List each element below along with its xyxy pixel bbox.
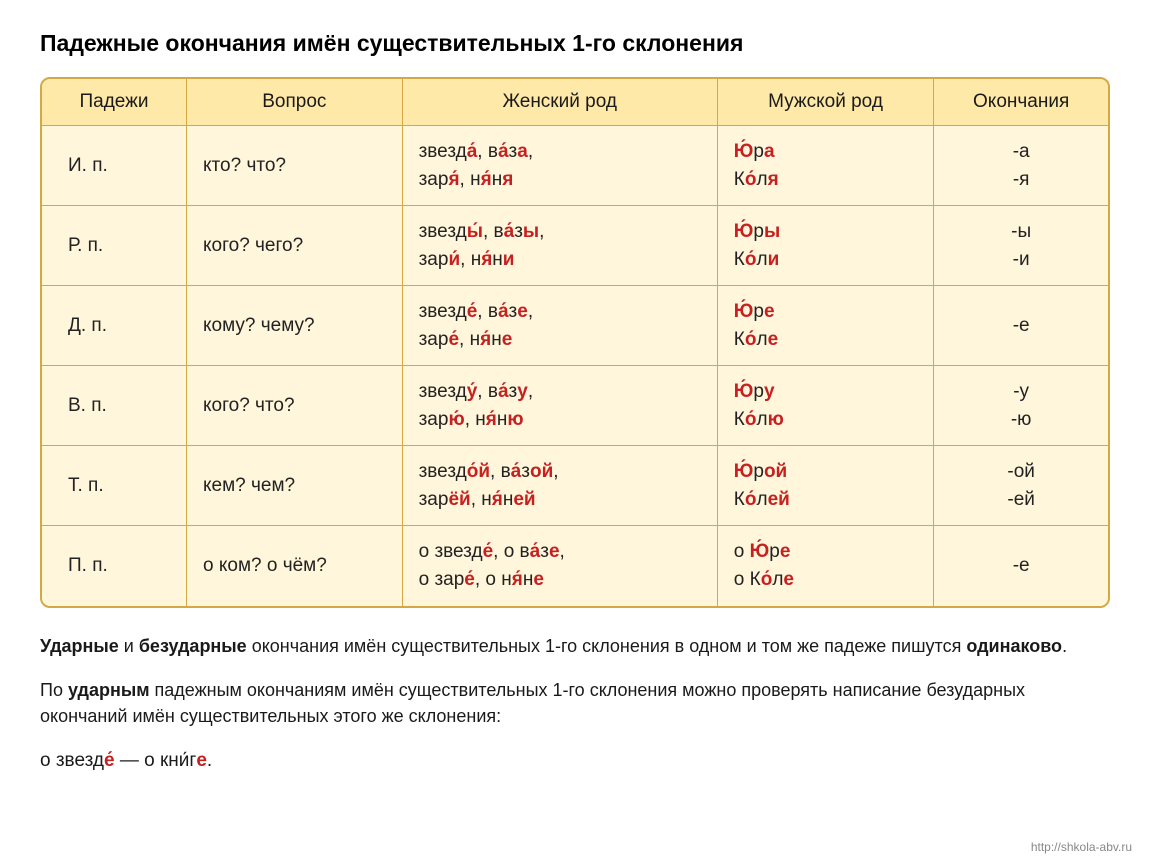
note-text: и [119,636,139,656]
page-title: Падежные окончания имён существительных … [40,30,1110,57]
example-text: и́ [179,750,190,771]
cell-case: П. п. [42,526,187,606]
cell-masculine: Ю́раКо́ля [717,126,934,206]
cell-case: В. п. [42,366,187,446]
cell-endings: -е [934,286,1108,366]
table-row: Р. п.кого? чего?звезды́, ва́зы,зари́, ня… [42,206,1108,286]
header-row: Падежи Вопрос Женский род Мужской род Ок… [42,79,1108,126]
example-ending: е [196,750,207,771]
example-text: . [207,750,212,771]
cell-masculine: Ю́руКо́лю [717,366,934,446]
col-case-header: Падежи [42,79,187,126]
note-text: окончания имён существительных 1-го скло… [247,636,967,656]
example-line: о звезде́ — о кни́ге. [40,747,1110,775]
note-text: безударные [139,636,247,656]
note-text: одинаково [966,636,1062,656]
note-2: По ударным падежным окончаниям имён суще… [40,677,1110,729]
cell-masculine: о Ю́рео Ко́ле [717,526,934,606]
cell-question: кто? что? [187,126,403,206]
watermark-url: http://shkola-abv.ru [1031,840,1132,854]
cell-feminine: звезду́, ва́зу,зарю́, ня́ню [402,366,717,446]
table-row: П. п.о ком? о чём?о звезде́, о ва́зе,о з… [42,526,1108,606]
example-text: о звезд [40,750,104,771]
cell-feminine: звезде́, ва́зе,заре́, ня́не [402,286,717,366]
cell-question: о ком? о чём? [187,526,403,606]
note-1: Ударные и безударные окончания имён суще… [40,633,1110,659]
cell-case: Д. п. [42,286,187,366]
example-text: — о кн [115,750,179,771]
col-endings-header: Окончания [934,79,1108,126]
col-question-header: Вопрос [187,79,403,126]
note-text: . [1062,636,1067,656]
cell-masculine: Ю́реКо́ле [717,286,934,366]
cell-endings: -у-ю [934,366,1108,446]
cell-question: кому? чему? [187,286,403,366]
cell-endings: -ы-и [934,206,1108,286]
cell-endings: -ой-ей [934,446,1108,526]
declension-table: Падежи Вопрос Женский род Мужской род Ок… [40,77,1110,608]
cell-feminine: звездо́й, ва́зой,зарёй, ня́ней [402,446,717,526]
cell-endings: -е [934,526,1108,606]
col-masculine-header: Мужской род [717,79,934,126]
cell-question: кем? чем? [187,446,403,526]
cell-feminine: о звезде́, о ва́зе,о заре́, о ня́не [402,526,717,606]
cell-feminine: звезда́, ва́за,заря́, ня́ня [402,126,717,206]
cell-question: кого? чего? [187,206,403,286]
note-text: ударным [68,680,150,700]
notes-block: Ударные и безударные окончания имён суще… [40,633,1110,775]
note-text: Ударные [40,636,119,656]
note-text: падежным окончаниям имён существительных… [40,680,1025,726]
example-ending: е́ [104,750,115,771]
cell-endings: -а-я [934,126,1108,206]
cell-case: Р. п. [42,206,187,286]
table-row: В. п.кого? что?звезду́, ва́зу,зарю́, ня́… [42,366,1108,446]
table-row: Т. п.кем? чем?звездо́й, ва́зой,зарёй, ня… [42,446,1108,526]
table-row: Д. п.кому? чему?звезде́, ва́зе,заре́, ня… [42,286,1108,366]
cell-case: Т. п. [42,446,187,526]
cell-masculine: Ю́ройКо́лей [717,446,934,526]
cell-question: кого? что? [187,366,403,446]
note-text: По [40,680,68,700]
col-feminine-header: Женский род [402,79,717,126]
cell-feminine: звезды́, ва́зы,зари́, ня́ни [402,206,717,286]
table-row: И. п.кто? что?звезда́, ва́за,заря́, ня́н… [42,126,1108,206]
cell-case: И. п. [42,126,187,206]
cell-masculine: Ю́рыКо́ли [717,206,934,286]
